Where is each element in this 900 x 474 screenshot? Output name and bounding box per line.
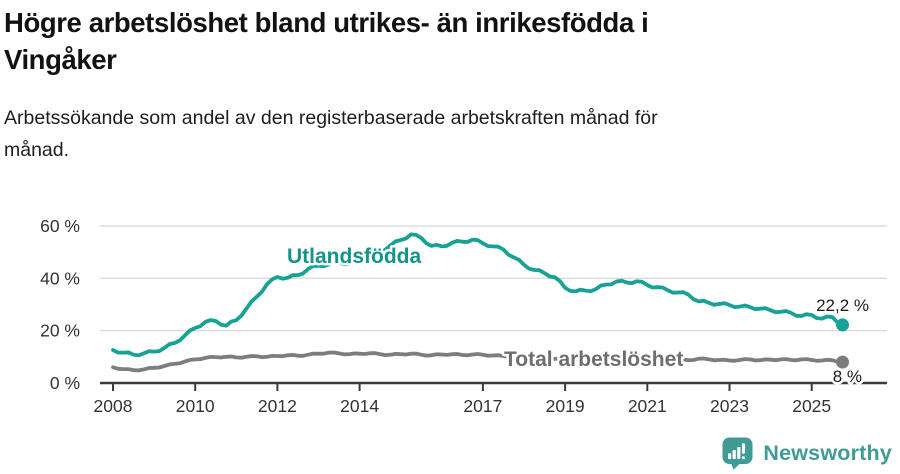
end-dot-utlandsfodda [836,318,850,332]
x-tick-label-2025: 2025 [792,396,831,416]
page-title-line1: Högre arbetslöshet bland utrikes- än inr… [4,7,649,38]
line-utlandsfodda [111,232,845,358]
x-tick-label-2023: 2023 [710,396,749,416]
series-label-utlandsfodda: Utlandsfödda [287,245,421,268]
y-tick-label-40: 40 % [40,268,80,288]
y-tick-label-20: 20 % [40,321,80,341]
end-value-label-utlandsfodda: 22,2 % [816,296,869,315]
series-label-total-arbetsloshet: Total arbetslöshet [504,348,683,371]
x-tick-label-2012: 2012 [258,396,297,416]
newsworthy-logo-text: Newsworthy [763,441,892,465]
x-tick-label-2019: 2019 [546,396,585,416]
x-tick-label-2008: 2008 [94,396,133,416]
line-total-arbetsloshet [111,350,845,373]
chart-header: Högre arbetslöshet bland utrikes- än inr… [4,4,884,166]
logo-bubble-tail [731,463,741,470]
x-tick-label-2021: 2021 [628,396,667,416]
logo-barchart-glyph [728,443,746,460]
chart-subtitle-line2: månad. [4,139,70,161]
page-title-line2: Vingåker [4,44,117,75]
x-tick-label-2014: 2014 [340,396,379,416]
end-dot-total-arbetsloshet [836,355,850,369]
x-tick-label-2017: 2017 [463,396,502,416]
end-value-label-total-arbetsloshet: 8 % [833,367,862,386]
chart-subtitle-line1: Arbetssökande som andel av den registerb… [4,107,658,129]
footer-branding: Newsworthy [721,437,892,470]
y-tick-label-0: 0 % [50,373,80,393]
page-title: Högre arbetslöshet bland utrikes- än inr… [4,4,884,78]
y-tick-label-60: 60 % [40,216,80,236]
x-tick-label-2010: 2010 [176,396,215,416]
chart-subtitle: Arbetssökande som andel av den registerb… [4,102,884,166]
newsworthy-logo-icon [722,437,753,470]
